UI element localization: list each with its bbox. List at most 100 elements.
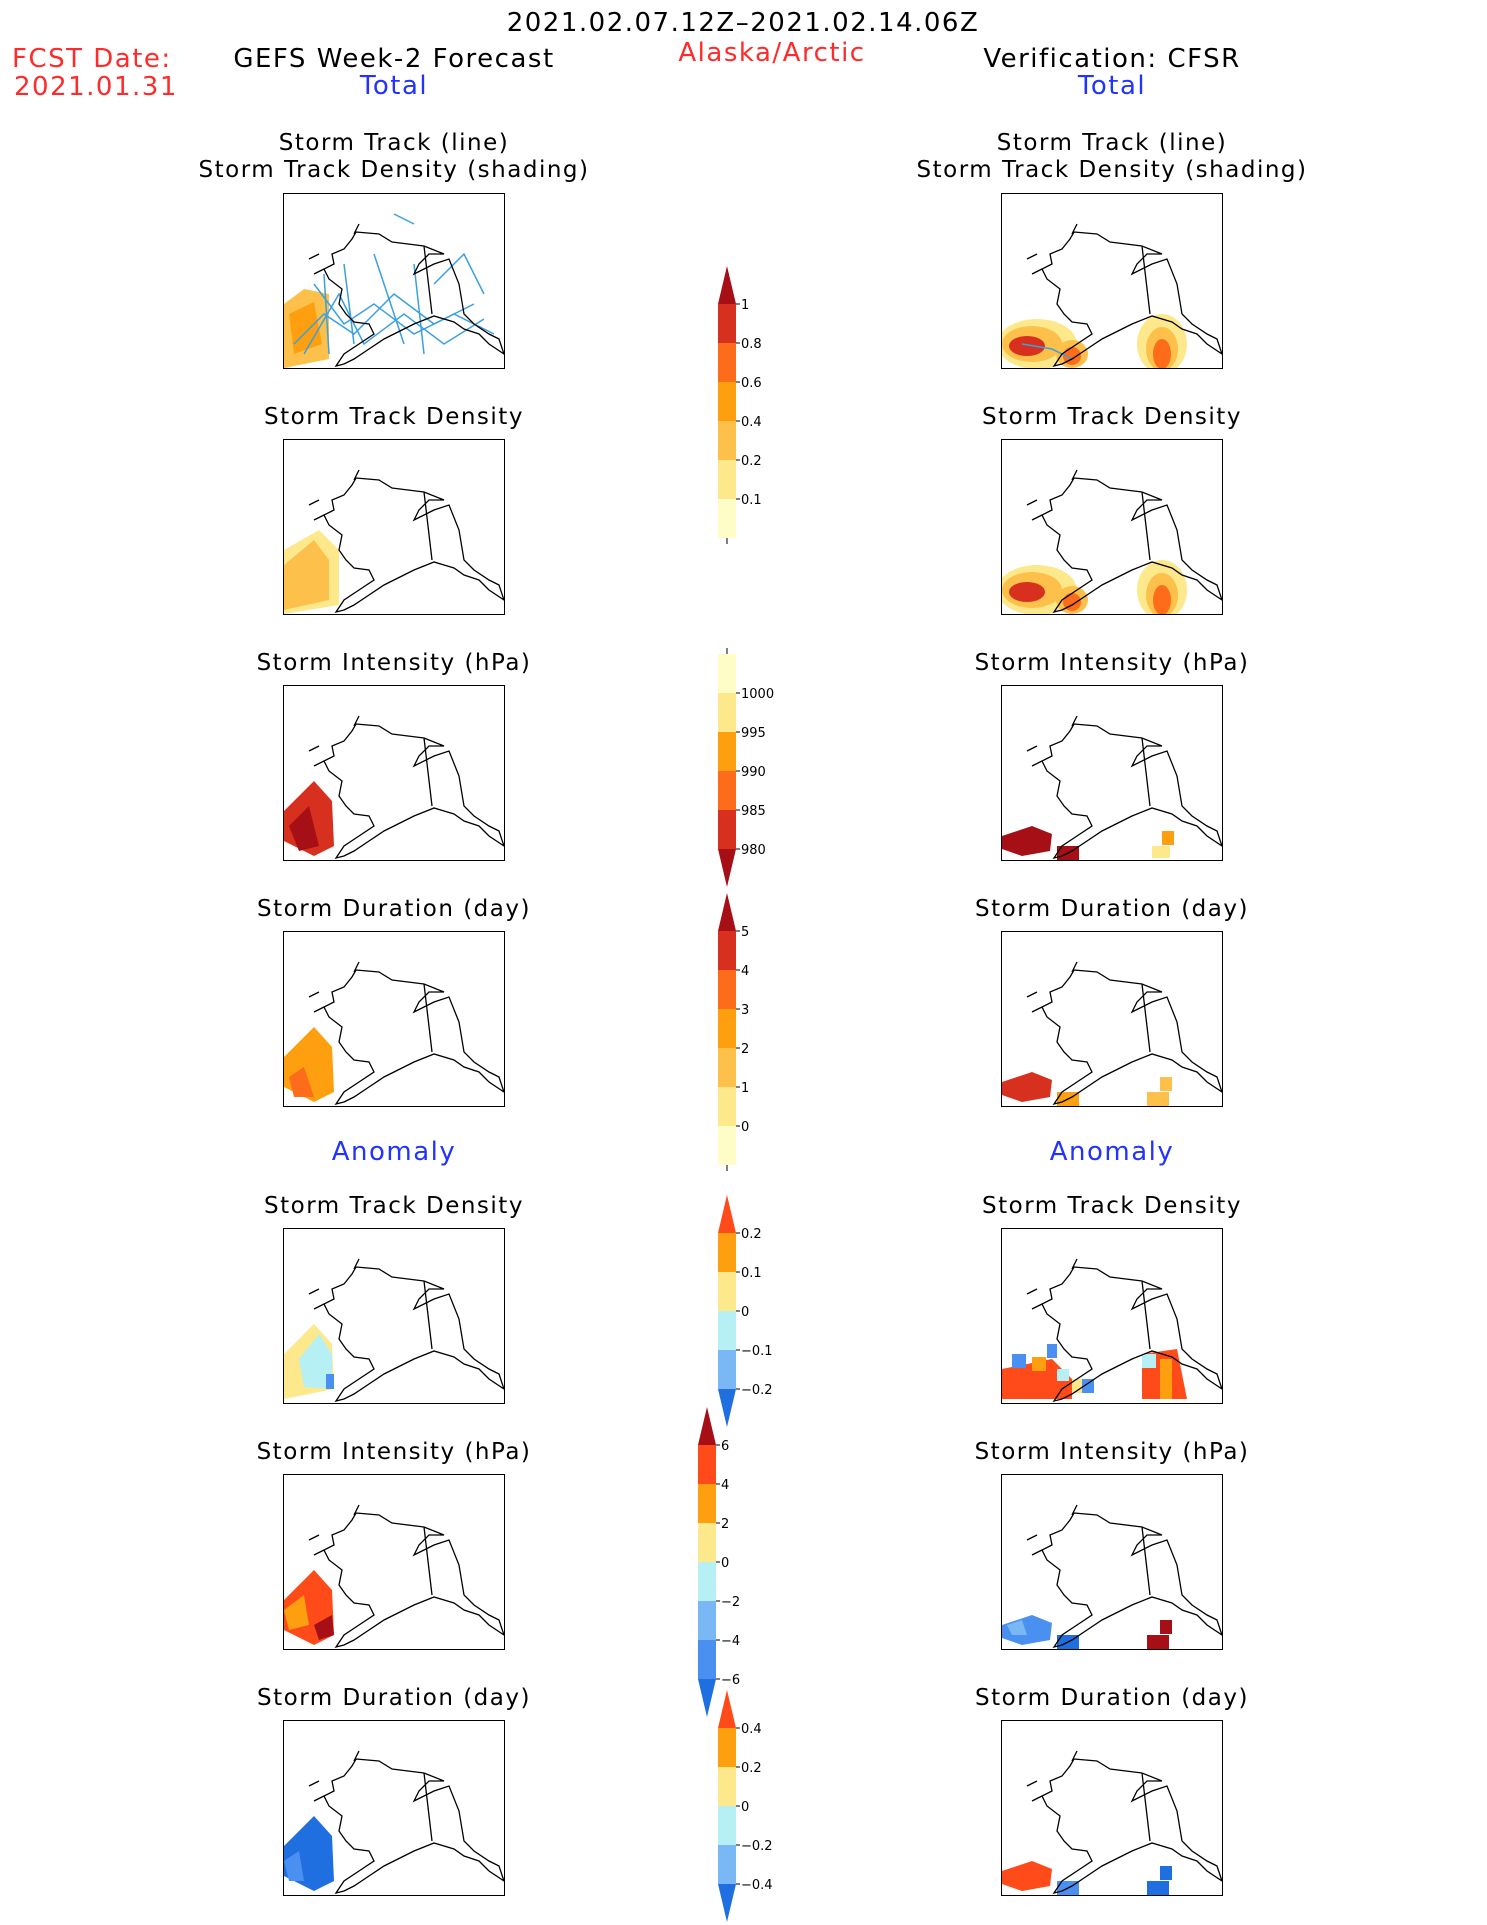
colorbar-tick-label: 0.2	[741, 1761, 762, 1776]
colorbar-tick-label: 0	[741, 1305, 749, 1320]
colorbar-tick-label: 990	[741, 765, 766, 780]
right-density-title: Storm Track Density	[982, 404, 1242, 430]
colorbar-segment	[718, 304, 736, 343]
map-cfsr-duration	[1001, 931, 1223, 1107]
right-track-shading-title: Storm Track Density (shading)	[916, 157, 1308, 183]
colorbar-arrow-bottom	[718, 1884, 736, 1922]
colorbar-segment	[718, 1767, 736, 1806]
right-column-title: Verification: CFSR	[983, 44, 1241, 74]
map-cfsr-track	[1001, 193, 1223, 369]
map-cfsr-density-anomaly	[1001, 1228, 1223, 1404]
colorbar-tick-label: −6	[721, 1673, 740, 1688]
colorbar-arrow-top	[718, 266, 736, 304]
colorbar-tick-label: 0.2	[741, 1227, 762, 1242]
colorbar-segment	[718, 1233, 736, 1272]
left-anomaly-label: Anomaly	[331, 1137, 457, 1167]
colorbar-segment	[698, 1640, 716, 1679]
colorbar-tick-label: −0.4	[741, 1878, 773, 1893]
colorbar-segment	[718, 1087, 736, 1126]
colorbar-tick-label: 1000	[741, 687, 774, 702]
colorbar-tick-label: 0.4	[741, 415, 762, 430]
colorbar-segment	[718, 1272, 736, 1311]
right-anom-density-title: Storm Track Density	[982, 1193, 1242, 1219]
map-fcst-intensity	[283, 685, 505, 861]
colorbar-segment	[718, 1806, 736, 1845]
colorbar-tick-label: 6	[721, 1439, 729, 1454]
colorbar-segment	[718, 771, 736, 810]
colorbar-tick-label: 0.6	[741, 376, 762, 391]
colorbar-segment	[718, 1126, 736, 1165]
left-track-line-title: Storm Track (line)	[278, 130, 510, 156]
colorbar-tick-label: 1	[741, 298, 749, 313]
colorbar-tick-label: 4	[721, 1478, 729, 1493]
map-cfsr-duration-anomaly	[1001, 1720, 1223, 1896]
colorbar-tick-label: 5	[741, 925, 749, 940]
right-intensity-title: Storm Intensity (hPa)	[974, 650, 1250, 676]
map-cfsr-intensity	[1001, 685, 1223, 861]
colorbar-segment	[718, 810, 736, 849]
left-intensity-title: Storm Intensity (hPa)	[256, 650, 532, 676]
colorbar-tick-label: −0.2	[741, 1839, 773, 1854]
colorbar-tick-label: 2	[721, 1517, 729, 1532]
colorbar-arrow-top	[718, 1690, 736, 1728]
colorbar-arrow-top	[718, 1195, 736, 1233]
colorbar-tick-label: 0	[741, 1120, 749, 1135]
colorbar-segment	[718, 732, 736, 771]
colorbar-tick-label: 985	[741, 804, 766, 819]
colorbar-tick-label: 0.4	[741, 1722, 762, 1737]
colorbar-density-anomaly: 0.2 0.1 0 −0.1 −0.2	[718, 1195, 788, 1427]
colorbar-svg: 0.2 0.1 0 −0.1 −0.2	[718, 1195, 773, 1427]
colorbar-tick-label: 0	[721, 1556, 729, 1571]
fcst-date-label: FCST Date:	[12, 44, 172, 74]
colorbar-tick-label: 3	[741, 1003, 749, 1018]
map-fcst-duration	[283, 931, 505, 1107]
map-cfsr-intensity-anomaly	[1001, 1474, 1223, 1650]
colorbar-tick-label: 0.8	[741, 337, 762, 352]
colorbar-svg: 6 4 2 0 −2 −4 −6	[698, 1407, 740, 1717]
colorbar-segment	[718, 382, 736, 421]
map-fcst-duration-anomaly	[283, 1720, 505, 1896]
colorbar-svg: 1000 995 990 985 980	[718, 648, 774, 887]
right-anom-duration-title: Storm Duration (day)	[975, 1685, 1249, 1711]
colorbar-svg: 1 0.8 0.6 0.4 0.2 0.1	[718, 266, 762, 544]
left-anom-duration-title: Storm Duration (day)	[257, 1685, 531, 1711]
map-fcst-intensity-anomaly	[283, 1474, 505, 1650]
colorbar-segment	[718, 343, 736, 382]
colorbar-tick-label: 0.2	[741, 454, 762, 469]
colorbar-segment	[718, 460, 736, 499]
left-anom-density-title: Storm Track Density	[264, 1193, 524, 1219]
left-column-title: GEFS Week-2 Forecast	[233, 44, 555, 74]
colorbar-tick-label: −0.1	[741, 1344, 773, 1359]
region-title: Alaska/Arctic	[678, 38, 866, 68]
colorbar-segment	[718, 1048, 736, 1087]
colorbar-segment	[698, 1484, 716, 1523]
right-track-line-title: Storm Track (line)	[996, 130, 1228, 156]
colorbar-tick-label: −2	[721, 1595, 740, 1610]
colorbar-duration-total: 5 4 3 2 1 0	[718, 893, 788, 1171]
colorbar-segment	[718, 931, 736, 970]
fcst-date-value: 2021.01.31	[14, 72, 178, 102]
colorbar-duration-anomaly: 0.4 0.2 0 −0.2 −0.4	[718, 1690, 788, 1922]
map-fcst-density-anomaly	[283, 1228, 505, 1404]
right-total-label: Total	[1077, 71, 1147, 101]
colorbar-arrow-bottom	[718, 1389, 736, 1427]
right-anomaly-label: Anomaly	[1049, 1137, 1175, 1167]
colorbar-segment	[718, 499, 736, 538]
left-track-shading-title: Storm Track Density (shading)	[198, 157, 590, 183]
colorbar-density-total: 1 0.8 0.6 0.4 0.2 0.1	[718, 266, 788, 544]
colorbar-segment	[718, 654, 736, 693]
colorbar-segment	[718, 693, 736, 732]
map-cfsr-density	[1001, 439, 1223, 615]
colorbar-segment	[698, 1445, 716, 1484]
colorbar-segment	[718, 970, 736, 1009]
colorbar-segment	[718, 1728, 736, 1767]
map-fcst-track	[283, 193, 505, 369]
colorbar-segment	[698, 1562, 716, 1601]
colorbar-segment	[718, 1350, 736, 1389]
colorbar-arrow-bottom	[698, 1679, 716, 1717]
right-duration-title: Storm Duration (day)	[975, 896, 1249, 922]
colorbar-tick-label: −4	[721, 1634, 740, 1649]
colorbar-segment	[718, 1311, 736, 1350]
colorbar-segment	[718, 1845, 736, 1884]
colorbar-tick-label: 0.1	[741, 493, 762, 508]
